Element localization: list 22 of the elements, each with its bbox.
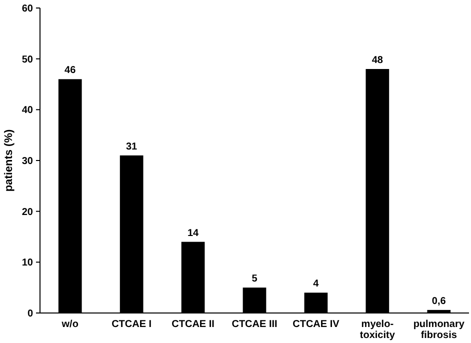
data-label: 14 — [187, 228, 200, 239]
data-label: 0,6 — [432, 296, 446, 307]
x-tick-label: CTCAE III — [232, 319, 278, 330]
y-tick-label: 0 — [27, 308, 34, 320]
x-tick-label: CTCAE IV — [292, 319, 340, 330]
data-label: 31 — [126, 141, 138, 152]
x-tick-label: pulmonary fibrosis — [413, 319, 465, 341]
y-tick-label: 60 — [22, 4, 34, 14]
x-tick-label: CTCAE II — [172, 319, 215, 330]
x-tick-label: myelo- toxicity — [360, 319, 396, 341]
y-tick-label: 10 — [22, 258, 34, 269]
y-tick-label: 20 — [22, 206, 34, 218]
data-label: 4 — [313, 278, 320, 290]
y-tick-label: 50 — [22, 54, 34, 66]
data-label: 46 — [64, 65, 76, 76]
x-tick-label: CTCAE I — [112, 319, 152, 330]
x-tick-label: w/o — [60, 319, 78, 330]
y-tick-label: 40 — [22, 105, 34, 116]
y-tick-label: 30 — [22, 156, 34, 167]
y-axis-title: patients (%) — [3, 129, 15, 192]
data-label: 48 — [372, 55, 384, 66]
data-label: 5 — [252, 274, 258, 285]
